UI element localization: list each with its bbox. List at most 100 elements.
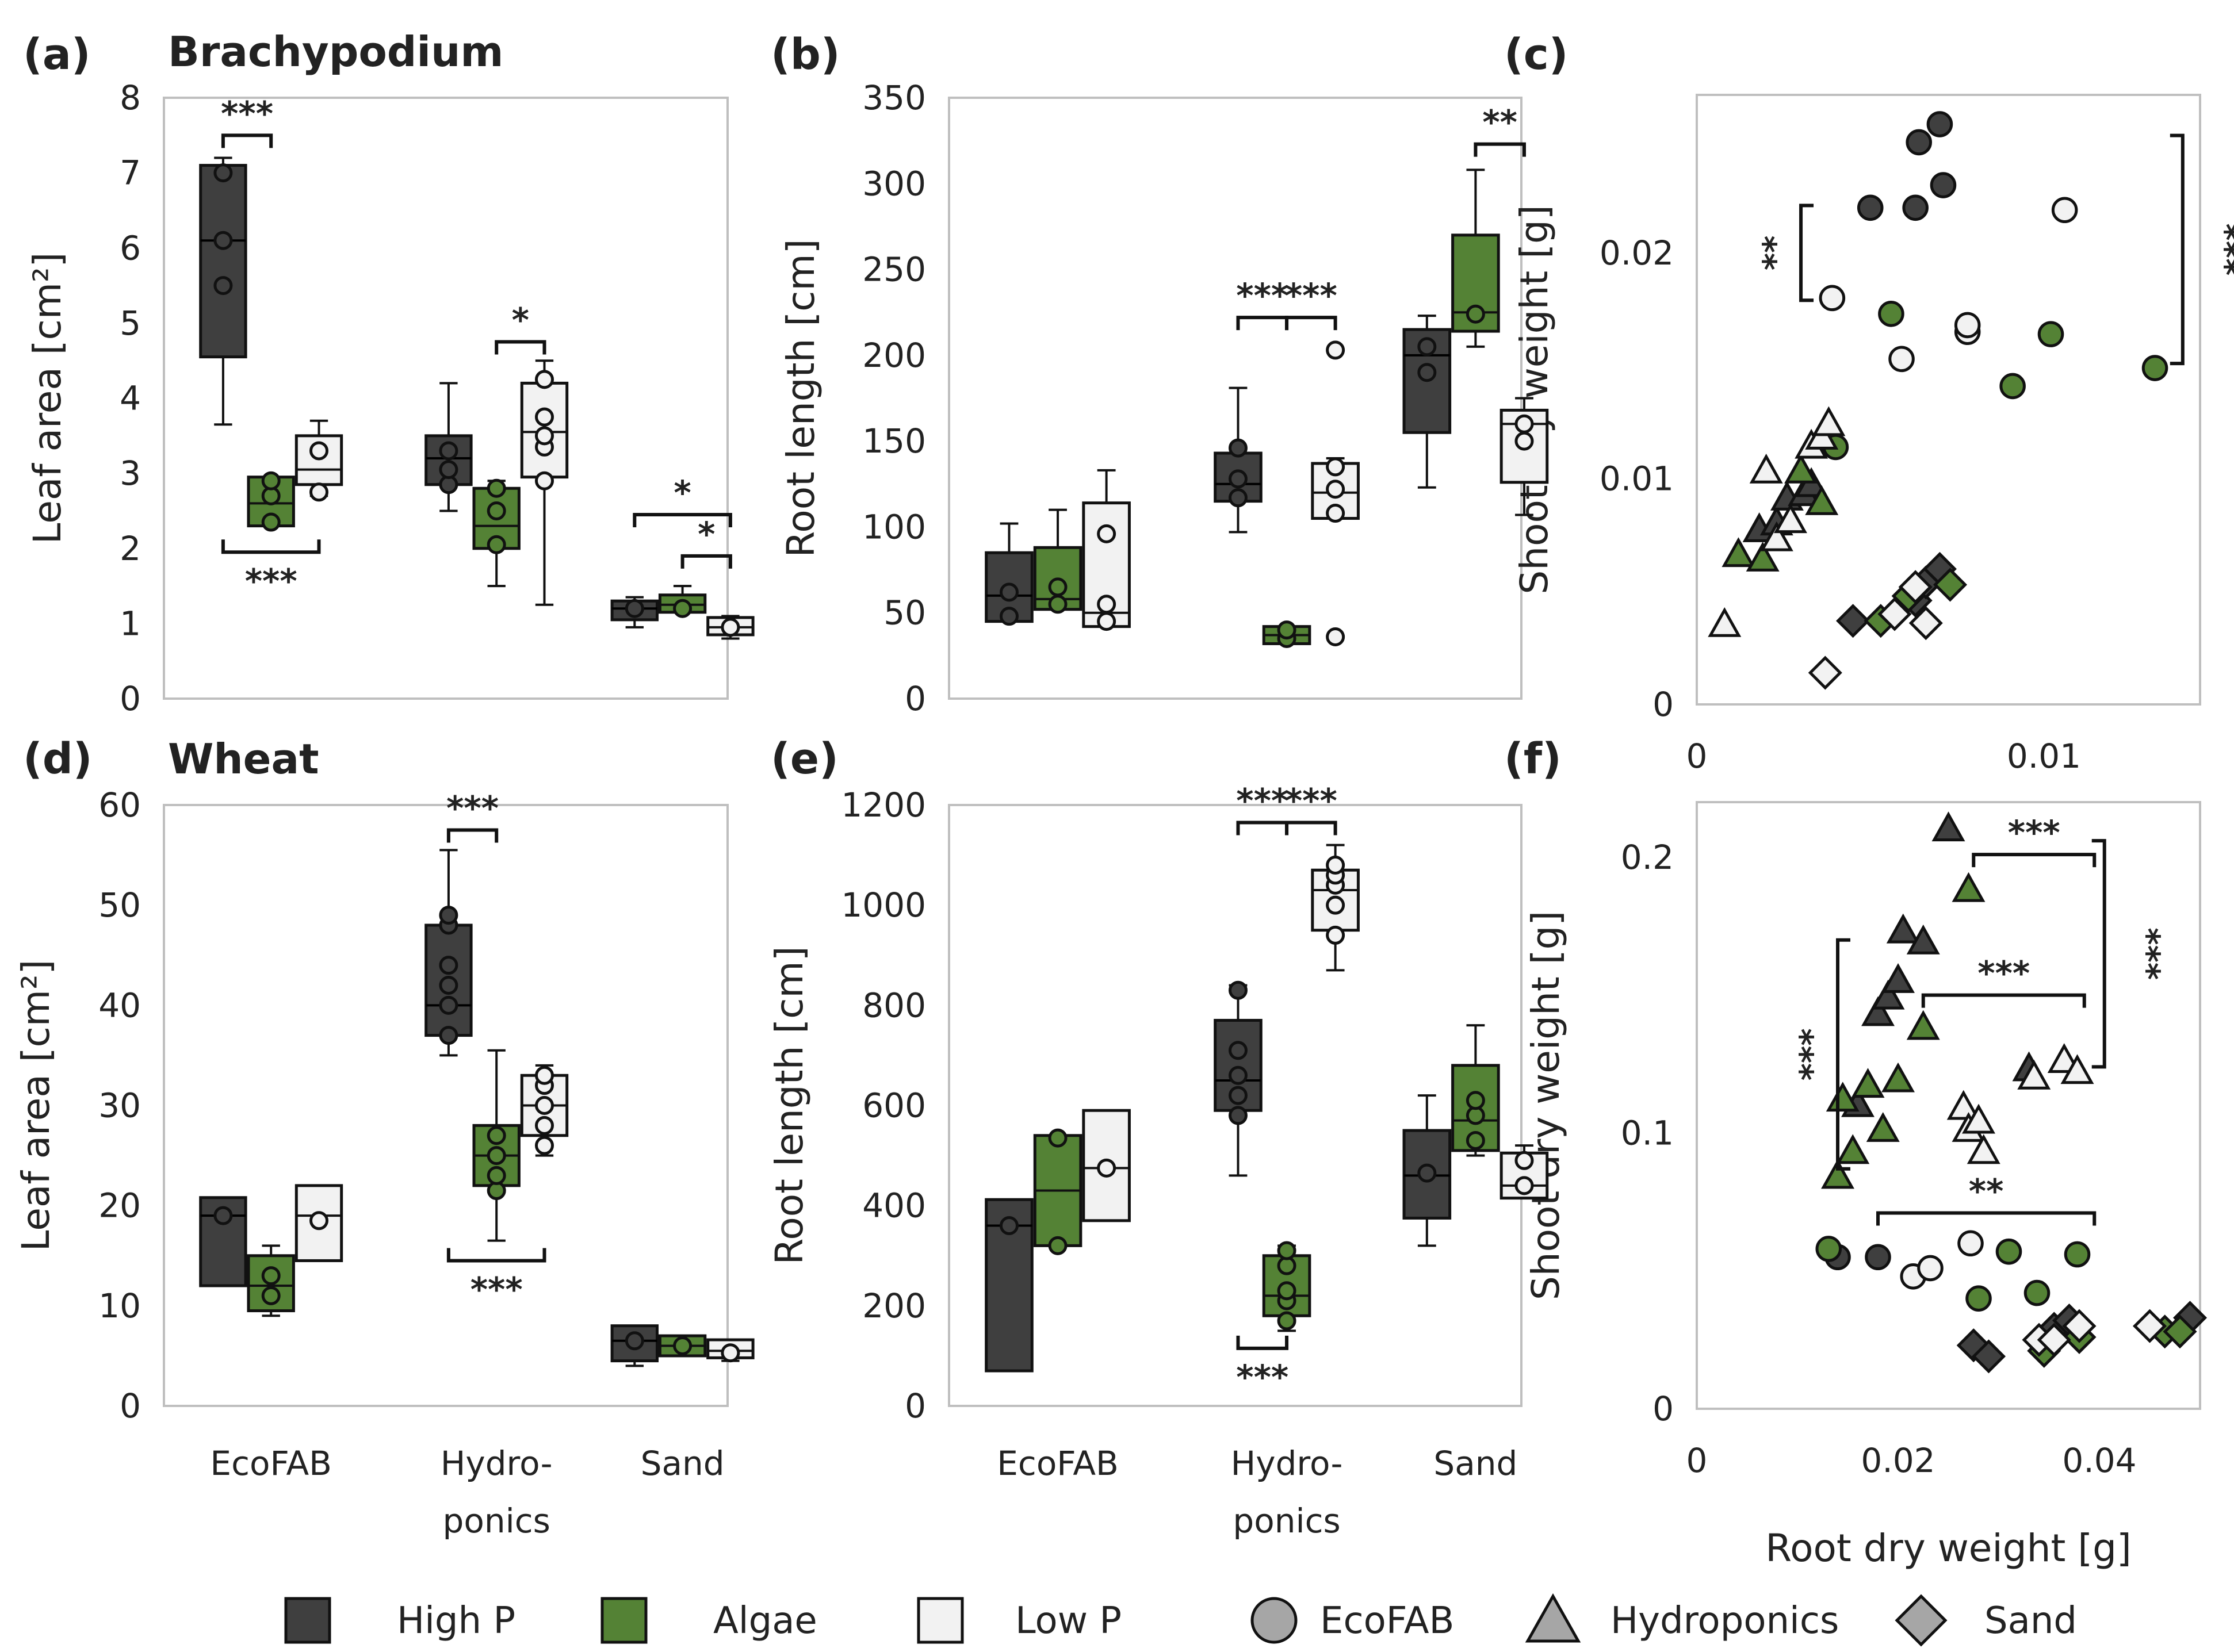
data-point [1228, 1065, 1248, 1085]
box-algae [247, 471, 295, 532]
legend-label: Low P [1015, 1600, 1122, 1642]
x-tick-label-f: 0 [1686, 1441, 1708, 1480]
bracket-line [446, 1248, 546, 1263]
bracket-line [1285, 821, 1337, 835]
legend-item-ecofab: EcoFAB [1250, 1597, 1454, 1644]
y-tick-label-f: 0 [1652, 1389, 1674, 1428]
data-point [439, 460, 458, 480]
marker-diamond [1836, 604, 1870, 638]
box-algae [1451, 168, 1500, 348]
bracket-line [1285, 316, 1337, 331]
scatter-point-high-p [1836, 604, 1870, 638]
y-tick-label-e: 1200 [841, 785, 926, 825]
data-point [1048, 595, 1068, 614]
y-axis-label-c: Shoot dry weight [g] [1512, 205, 1556, 594]
marker-circle [1888, 346, 1915, 373]
scatter-point-algae [1881, 1062, 1915, 1093]
box-body [199, 164, 247, 359]
category-label: Sand [641, 1444, 725, 1483]
data-point [1417, 337, 1437, 357]
data-point [309, 482, 328, 502]
data-point [487, 1126, 506, 1145]
data-point [1514, 414, 1534, 434]
data-point [1228, 980, 1248, 1000]
scatter-point-algae [1722, 537, 1755, 568]
scatter-point-algae [1826, 1082, 1860, 1112]
scatter-point-low-p [1954, 312, 1981, 339]
data-point [535, 1116, 554, 1135]
panel-letter-d: (d) [23, 734, 93, 784]
significance-bracket: *** [1921, 954, 2086, 1008]
scatter-point-algae [1878, 301, 1904, 327]
legend-item-hydroponics: Hydroponics [1525, 1593, 1839, 1643]
scatter-point-algae [1784, 453, 1818, 484]
scatter-point-low-p [2132, 1309, 2167, 1343]
data-point [261, 471, 281, 490]
panel-letter-e: (e) [771, 734, 839, 784]
data-point [535, 471, 554, 490]
data-point [487, 1146, 506, 1166]
significance-label: *** [1236, 1358, 1288, 1397]
box-algae [658, 585, 707, 618]
marker-circle [1902, 194, 1929, 221]
data-point [673, 599, 693, 618]
scatter-point-high-p [1906, 129, 1932, 156]
y-tick-label-f: 0.2 [1621, 838, 1674, 877]
significance-bracket: *** [221, 539, 321, 600]
box-low-p [1082, 1109, 1131, 1222]
data-point [1417, 363, 1437, 382]
scatter-point-algae [1999, 373, 2026, 400]
legend-label: High P [397, 1600, 515, 1642]
box-high-p [1214, 386, 1263, 534]
y-tick-label-e: 400 [862, 1186, 926, 1225]
data-point [535, 370, 554, 389]
significance-bracket: *** [1972, 813, 2097, 868]
data-point [1277, 1311, 1296, 1331]
scatter-point-algae [1851, 1068, 1885, 1098]
marker-triangle [1759, 521, 1793, 551]
scatter-point-high-p [1902, 194, 1929, 221]
legend-item-high-p: High P [284, 1597, 515, 1644]
data-point [1514, 431, 1534, 451]
marker-diamond [2132, 1309, 2167, 1343]
data-point [439, 441, 458, 461]
data-point [1277, 1241, 1296, 1260]
scatter-point-low-p [2062, 1309, 2097, 1343]
data-point [439, 956, 458, 975]
box-low-p [1082, 469, 1131, 631]
scatter-point-low-p [1877, 597, 1912, 631]
bracket-line [1799, 204, 1814, 302]
data-point [721, 618, 740, 637]
marker-triangle [1812, 406, 1846, 436]
marker-circle [1999, 373, 2026, 400]
data-point [487, 1166, 506, 1185]
marker-diamond [2163, 1314, 2197, 1349]
scatter-point-low-p [1917, 1255, 1944, 1282]
data-point [487, 478, 506, 498]
scatter-point-algae [1746, 542, 1780, 572]
legend-label: Sand [1984, 1600, 2077, 1642]
marker-triangle [1708, 607, 1742, 637]
marker-circle [1857, 194, 1884, 221]
legend-swatch [284, 1597, 331, 1644]
marker-triangle [1962, 1103, 1995, 1134]
box-high-p [1402, 1094, 1452, 1247]
marker-triangle [1866, 1112, 1900, 1142]
y-tick-label-c: 0.01 [1600, 459, 1674, 498]
scatter-point-algae [2141, 355, 2168, 381]
significance-bracket: *** [446, 1248, 546, 1309]
significance-label: *** [2128, 927, 2167, 980]
scatter-point-low-p [1957, 1230, 1984, 1257]
marker-diamond [1908, 606, 1943, 641]
marker-circle [1995, 1238, 2022, 1265]
scatter-point-low-p [1898, 570, 1933, 604]
marker-diamond [1877, 597, 1912, 631]
marker-triangle [1906, 924, 1940, 955]
significance-label: *** [245, 561, 297, 600]
box-algae [1033, 1128, 1082, 1255]
legend-item-algae: Algae [600, 1597, 817, 1644]
scatter-point-high-p [1886, 913, 1920, 944]
box-algae [247, 1244, 295, 1317]
marker-triangle [1821, 1159, 1854, 1189]
significance-bracket: *** [1285, 276, 1337, 331]
